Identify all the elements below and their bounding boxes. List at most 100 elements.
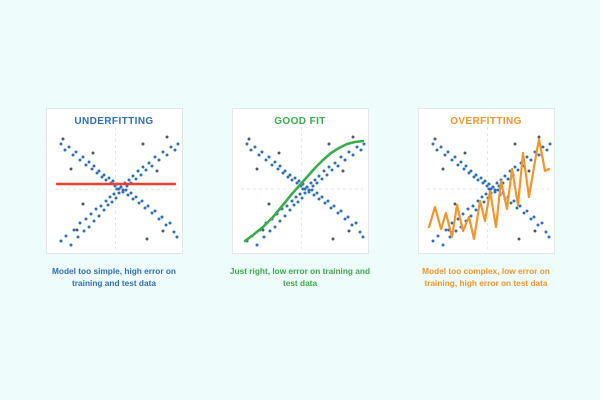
- scatter-point: [268, 229, 271, 233]
- scatter-point: [307, 190, 310, 194]
- scatter-point: [169, 145, 172, 149]
- scatter-point: [453, 155, 456, 159]
- scatter-point: [281, 171, 284, 175]
- scatter-point: [72, 228, 75, 232]
- scatter-point: [104, 178, 107, 182]
- scatter-point: [90, 167, 93, 171]
- scatter-point: [487, 182, 490, 186]
- scatter-point: [121, 190, 124, 194]
- scatter-point: [450, 158, 453, 162]
- scatter-point: [102, 208, 105, 212]
- scatter-point: [347, 229, 350, 233]
- caption-good-fit: Just right, low error on training and te…: [229, 266, 371, 289]
- scatter-point: [106, 203, 109, 207]
- scatter-point: [315, 191, 318, 195]
- scatter-point: [176, 142, 179, 146]
- scatter-point: [476, 178, 479, 182]
- scatter-point: [297, 179, 300, 183]
- scatter-point: [253, 145, 256, 149]
- scatter-point: [92, 219, 95, 223]
- scatter-point: [100, 175, 103, 179]
- scatter-point: [124, 188, 127, 192]
- scatter-point: [309, 181, 312, 185]
- scatter-point: [285, 204, 288, 208]
- scatter-points-underfitting: [59, 135, 179, 247]
- scatter-point: [495, 181, 498, 185]
- scatter-point: [320, 195, 323, 199]
- scatter-point: [331, 237, 334, 241]
- scatter-point: [276, 167, 279, 171]
- scatter-point: [320, 177, 323, 181]
- scatter-point: [469, 214, 472, 218]
- scatter-point: [161, 229, 164, 233]
- scatter-point: [518, 204, 521, 208]
- scatter-point: [305, 185, 308, 189]
- scatter-point: [283, 169, 286, 173]
- caption-underfitting: Model too simple, high error on training…: [52, 266, 176, 289]
- scatter-point: [474, 208, 477, 212]
- scatter-point: [485, 184, 488, 188]
- scatter-point: [267, 155, 270, 159]
- fit-curve-overfitting: [427, 137, 550, 241]
- scatter-point: [532, 215, 535, 219]
- scatter-point: [483, 179, 486, 183]
- scatter-point: [446, 150, 449, 154]
- plot-card-underfitting: UNDERFITTING: [45, 108, 183, 254]
- scatter-point: [153, 209, 156, 213]
- scatter-point: [310, 188, 313, 192]
- plot-card-overfitting: OVERFITTING: [417, 108, 555, 254]
- scatter-point: [469, 169, 472, 173]
- scatter-point: [104, 199, 107, 203]
- scatter-point: [78, 158, 81, 162]
- scatter-point: [354, 221, 357, 225]
- scatter-point: [161, 150, 164, 154]
- scatter-point: [107, 176, 110, 180]
- scatter-point: [102, 173, 105, 177]
- scatter-point: [512, 199, 515, 203]
- scatter-point: [97, 214, 100, 218]
- scatter-point: [355, 145, 358, 149]
- scatter-point: [343, 217, 346, 221]
- scatter-point: [144, 168, 147, 172]
- scatter-point: [479, 176, 482, 180]
- scatter-point: [525, 209, 528, 213]
- scatter-points-good-fit: [245, 135, 365, 247]
- scatter-point: [273, 225, 276, 229]
- scatter-point: [134, 177, 137, 181]
- scatter-point: [91, 151, 94, 155]
- scatter-point: [537, 153, 540, 157]
- scatter-point: [134, 195, 137, 199]
- scatter-point: [59, 142, 62, 146]
- scatter-point: [139, 173, 142, 177]
- scatter-point: [264, 158, 267, 162]
- scatter-point: [361, 235, 364, 239]
- scatter-point: [157, 217, 160, 221]
- scatter-point: [273, 160, 276, 164]
- scatter-point: [147, 161, 150, 165]
- scatter-point: [112, 192, 115, 196]
- scatter-point: [471, 204, 474, 208]
- plot-svg-good-fit: [240, 127, 365, 249]
- scatter-point: [529, 217, 532, 221]
- scatter-point: [548, 142, 551, 146]
- scatter-point: [343, 158, 346, 162]
- plot-title-good-fit: GOOD FIT: [274, 116, 326, 127]
- scatter-point: [533, 229, 536, 233]
- scatter-point: [136, 169, 139, 173]
- scatter-point: [290, 199, 293, 203]
- scatter-point: [126, 193, 129, 197]
- scatter-point: [476, 199, 479, 203]
- scatter-point: [431, 239, 434, 243]
- scatter-point: [165, 153, 168, 157]
- scatter-point: [260, 150, 263, 154]
- scatter-point: [441, 167, 444, 171]
- scatter-point: [114, 196, 117, 200]
- scatter-point: [525, 155, 528, 159]
- scatter-point: [78, 221, 81, 225]
- scatter-point: [459, 160, 462, 164]
- scatter-point: [111, 179, 114, 183]
- scatter-point: [294, 195, 297, 199]
- scatter-point: [480, 195, 483, 199]
- scatter-point: [270, 163, 273, 167]
- scatter-point: [298, 192, 301, 196]
